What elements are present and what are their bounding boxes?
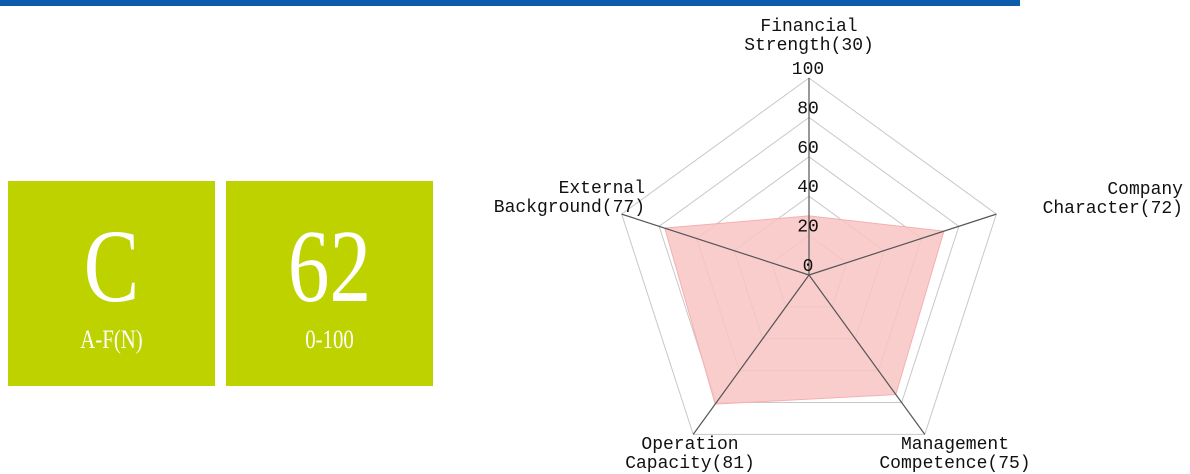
grid-ring (658, 116, 960, 404)
category-label: Strength(30) (744, 36, 874, 56)
score-box: 62 0-100 (226, 181, 433, 386)
header-bar (0, 0, 1020, 6)
category-label: Character(72) (1043, 199, 1183, 219)
axis-line (692, 274, 810, 435)
r-tick-label: 100 (792, 60, 824, 80)
axis-line (808, 274, 926, 435)
axis-line (621, 213, 810, 276)
category-label: External (559, 179, 645, 199)
r-tick-label: 20 (797, 218, 819, 238)
grade-range: A-F(N) (80, 325, 143, 354)
score: 62 (287, 209, 372, 324)
radar-area (664, 215, 945, 405)
r-tick-label: 60 (797, 139, 819, 159)
grid-ring (621, 77, 997, 435)
grade-box: C A-F(N) (8, 181, 215, 386)
category-label: Capacity(81) (625, 454, 755, 474)
category-label: Background(77) (494, 198, 645, 218)
score-range: 0-100 (305, 325, 354, 354)
r-tick-label: 0 (803, 257, 814, 277)
category-label: Company (1107, 180, 1183, 200)
category-label: Competence(75) (879, 454, 1030, 474)
axis-line (808, 213, 997, 276)
r-tick-label: 80 (797, 99, 819, 119)
category-label: Financial (760, 17, 857, 37)
grade: C (83, 209, 140, 324)
r-tick-label: 40 (797, 178, 819, 198)
category-label: Operation (641, 435, 738, 455)
category-label: Management (901, 435, 1009, 455)
